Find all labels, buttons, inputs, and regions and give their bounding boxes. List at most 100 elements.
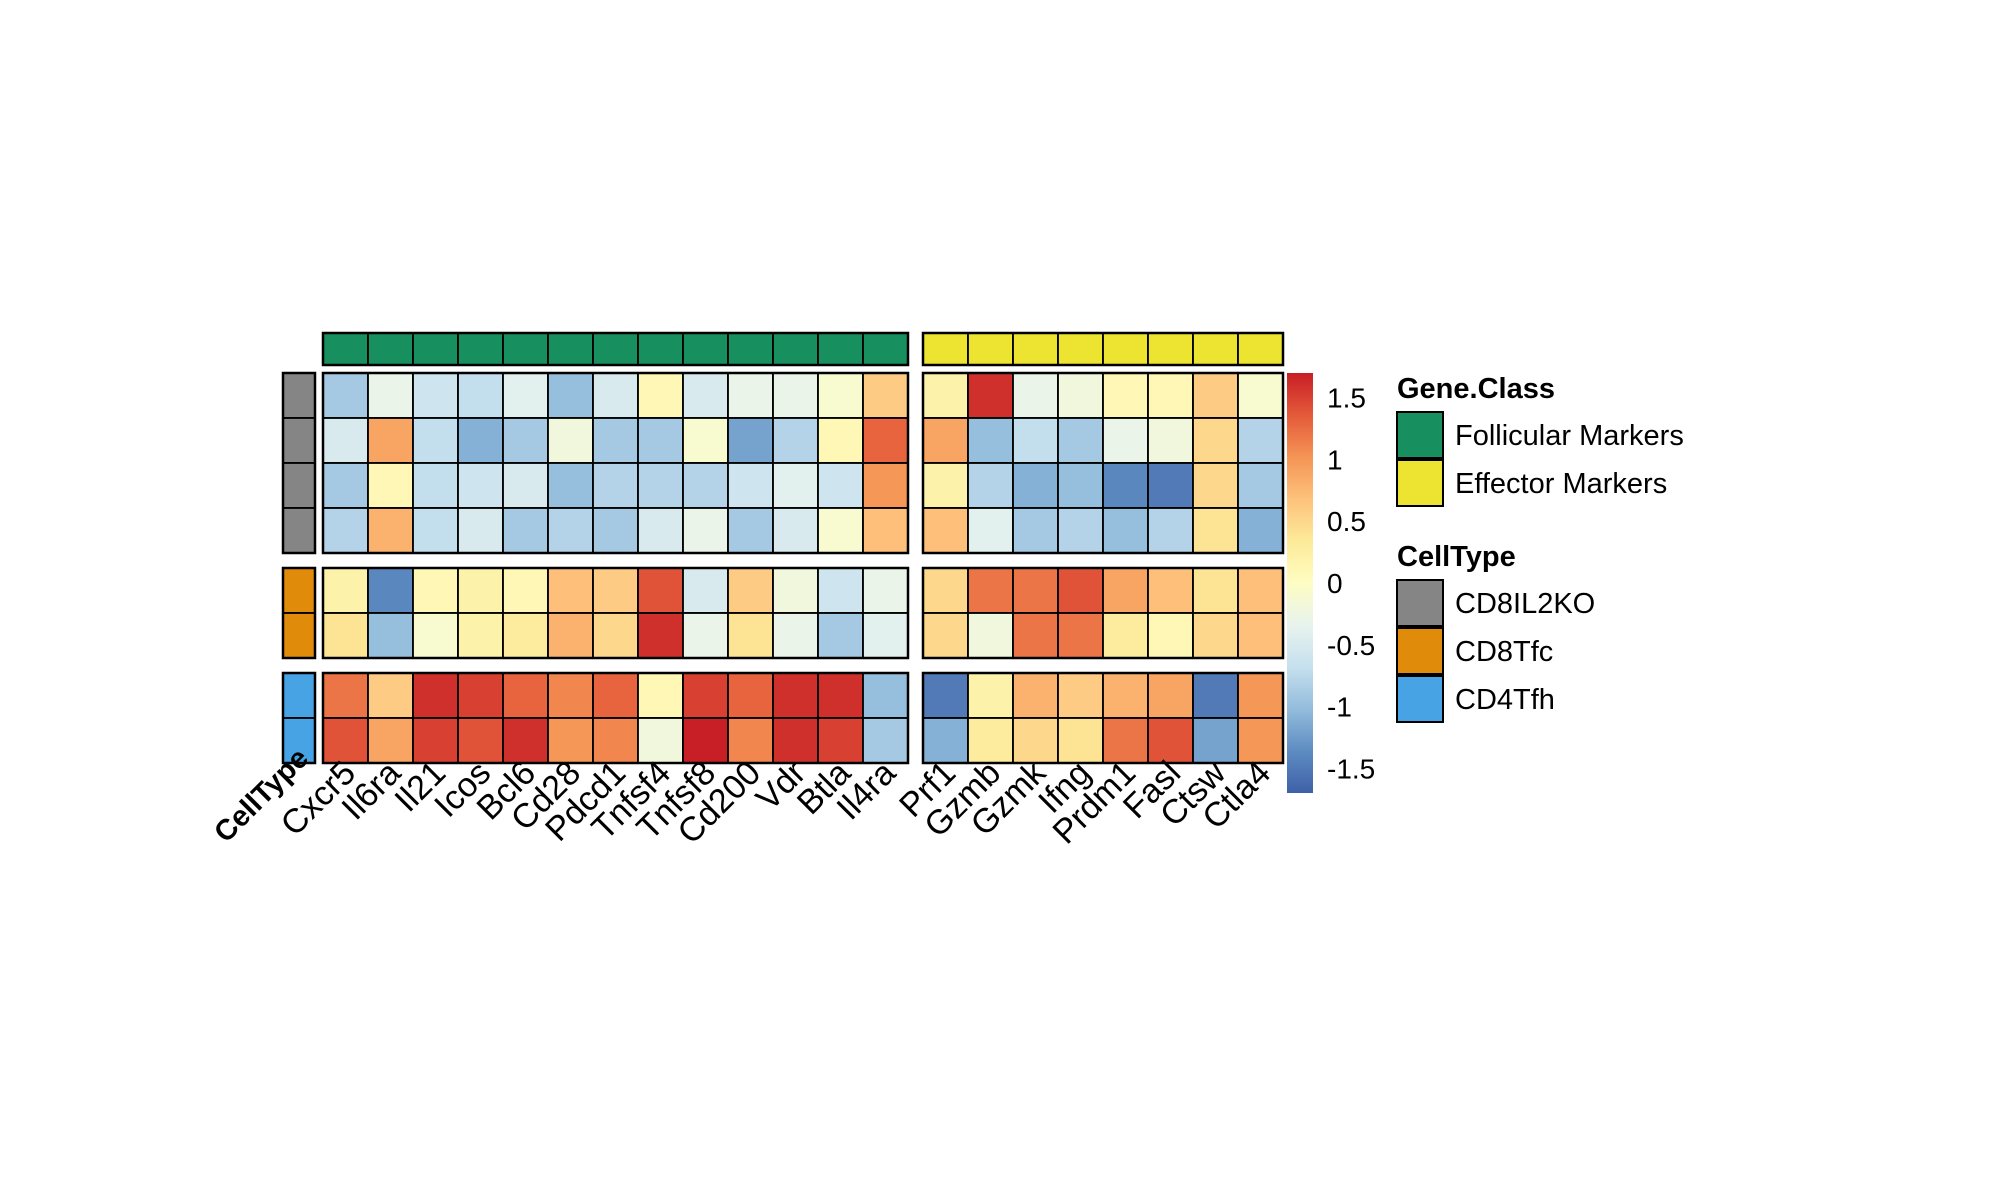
heatmap-cell: [1012, 612, 1059, 659]
heatmap-cell: [637, 507, 684, 554]
gene-class-annotation: [321, 331, 1285, 367]
heatmap-cell: [1237, 507, 1284, 554]
legend-label: Effector Markers: [1455, 468, 1667, 500]
legend-swatch: [1396, 459, 1444, 507]
celltype-cell: [282, 567, 316, 614]
heatmap-cell: [922, 417, 969, 464]
heatmap-cell: [457, 717, 504, 764]
heatmap-cell: [367, 507, 414, 554]
heatmap-cell: [817, 672, 864, 719]
heatmap-cell: [1102, 717, 1149, 764]
heatmap-cell: [592, 372, 639, 419]
gene-class-cell: [637, 332, 684, 366]
heatmap-cell: [412, 567, 459, 614]
heatmap-cell: [862, 717, 909, 764]
heatmap-cell: [1237, 612, 1284, 659]
heatmap-cell: [1192, 372, 1239, 419]
heatmap-cell: [817, 717, 864, 764]
heatmap-cell: [1102, 372, 1149, 419]
heatmap-cell: [1102, 672, 1149, 719]
heatmap-cell: [862, 507, 909, 554]
heatmap-cell: [367, 717, 414, 764]
heatmap-cell: [1192, 417, 1239, 464]
gene-class-cell: [412, 332, 459, 366]
heatmap-cell: [727, 567, 774, 614]
heatmap-cell: [1147, 612, 1194, 659]
heatmap-cell: [457, 612, 504, 659]
gene-class-cell: [457, 332, 504, 366]
celltype-annotation: [281, 371, 317, 765]
heatmap-cell: [367, 612, 414, 659]
heatmap-cell: [322, 507, 369, 554]
legend-swatch: [1396, 411, 1444, 459]
heatmap-cell: [1192, 507, 1239, 554]
color-scale-legend: -1.5 -1 -0.5 0 0.5 1 1.5: [1287, 373, 1375, 793]
heatmap-cells: [321, 371, 1285, 765]
heatmap-cell: [922, 462, 969, 509]
legend-swatch: [1396, 579, 1444, 627]
heatmap-cell: [1102, 462, 1149, 509]
annotation-legend: Gene.Class Follicular Markers Effector Mar…: [1396, 373, 1684, 723]
heatmap-cell: [967, 507, 1014, 554]
heatmap-cell: [502, 417, 549, 464]
heatmap-cell: [1057, 372, 1104, 419]
heatmap-cell: [547, 612, 594, 659]
heatmap-block-outline: [921, 371, 1285, 555]
gene-class-cell: [1147, 332, 1194, 366]
heatmap-cell: [1237, 372, 1284, 419]
heatmap-cell: [922, 672, 969, 719]
heatmap-cell: [727, 417, 774, 464]
heatmap-cell: [367, 462, 414, 509]
heatmap-cell: [637, 417, 684, 464]
heatmap-cell: [412, 462, 459, 509]
heatmap-block-outline: [321, 671, 910, 765]
heatmap-cell: [1102, 507, 1149, 554]
celltype-cell: [282, 672, 316, 719]
heatmap-cell: [772, 462, 819, 509]
heatmap-cell: [727, 612, 774, 659]
heatmap-cell: [727, 507, 774, 554]
heatmap-cell: [772, 567, 819, 614]
heatmap-cell: [727, 462, 774, 509]
color-scale-tick-label: -1: [1327, 692, 1352, 723]
heatmap-cell: [322, 567, 369, 614]
heatmap-cell: [922, 612, 969, 659]
heatmap-cell: [322, 417, 369, 464]
heatmap-cell: [1192, 567, 1239, 614]
heatmap-cell: [592, 717, 639, 764]
gene-class-cell: [502, 332, 549, 366]
heatmap-cell: [1147, 717, 1194, 764]
heatmap-cell: [322, 612, 369, 659]
heatmap-cell: [322, 462, 369, 509]
heatmap-cell: [682, 507, 729, 554]
heatmap-cell: [862, 417, 909, 464]
heatmap-cell: [637, 672, 684, 719]
heatmap-cell: [1237, 717, 1284, 764]
heatmap-cell: [1057, 717, 1104, 764]
gene-class-cell: [592, 332, 639, 366]
color-scale-tick-label: -1.5: [1327, 753, 1375, 784]
heatmap-cell: [547, 507, 594, 554]
heatmap-block-outline: [921, 671, 1285, 765]
heatmap-cell: [457, 672, 504, 719]
heatmap-cell: [412, 612, 459, 659]
heatmap-cell: [817, 612, 864, 659]
heatmap-cell: [1192, 612, 1239, 659]
heatmap-cell: [412, 507, 459, 554]
heatmap-cell: [817, 417, 864, 464]
heatmap-cell: [412, 417, 459, 464]
heatmap-cell: [367, 567, 414, 614]
heatmap-block-outline: [321, 566, 910, 660]
heatmap-cell: [967, 462, 1014, 509]
heatmap-cell: [727, 672, 774, 719]
heatmap-cell: [367, 372, 414, 419]
heatmap-cell: [367, 672, 414, 719]
heatmap-cell: [922, 567, 969, 614]
heatmap-cell: [772, 612, 819, 659]
heatmap-cell: [502, 612, 549, 659]
heatmap-cell: [1057, 567, 1104, 614]
gene-class-cell: [682, 332, 729, 366]
heatmap-cell: [322, 672, 369, 719]
color-scale-tick-label: 0.5: [1327, 506, 1366, 537]
heatmap-cell: [1057, 612, 1104, 659]
